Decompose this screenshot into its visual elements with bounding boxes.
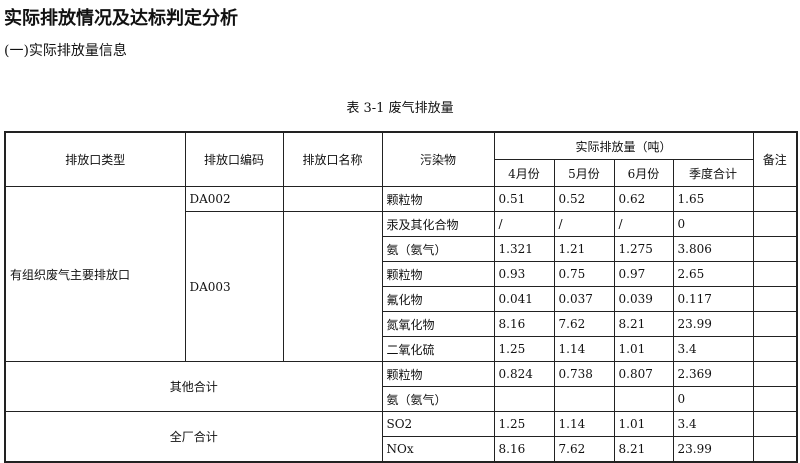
month-value-cell: 0.807 xyxy=(613,361,674,387)
month-value-cell: 0.039 xyxy=(613,286,674,312)
header-actual: 实际排放量（吨） xyxy=(493,131,754,160)
month-value-cell: 1.25 xyxy=(493,336,555,362)
month-value-cell: 1.25 xyxy=(493,411,555,437)
note-cell xyxy=(752,361,798,387)
quarter-total-cell: 0 xyxy=(672,386,754,412)
table-row: 有组织废气主要排放口 DA002 颗粒物 0.51 0.52 0.62 1.65 xyxy=(4,186,798,362)
month-value-cell: 8.16 xyxy=(493,436,555,463)
note-cell xyxy=(752,386,798,412)
pollutant-cell: 二氧化硫 xyxy=(381,336,495,362)
outlet-name-cell xyxy=(282,186,383,212)
section-title: 实际排放情况及达标判定分析 xyxy=(4,8,238,29)
table-row: 全厂合计 SO2 1.25 1.14 1.01 3.4 xyxy=(4,411,798,463)
month-value-cell: 0.75 xyxy=(553,261,615,287)
header-name: 排放口名称 xyxy=(282,131,383,187)
header-pollutant: 污染物 xyxy=(381,131,495,187)
month-value-cell: 1.14 xyxy=(553,411,615,437)
emission-table: 排放口类型 排放口编码 排放口名称 污染物 实际排放量（吨） 备注 4月份 5月… xyxy=(4,131,798,463)
quarter-total-cell: 23.99 xyxy=(672,436,754,463)
outlet-code-cell: DA002 xyxy=(184,186,284,212)
outlet-code-cell: DA003 xyxy=(184,211,284,362)
pollutant-cell: 汞及其化合物 xyxy=(381,211,495,237)
plant-total-cell: 全厂合计 xyxy=(4,411,383,463)
header-month: 4月份 xyxy=(493,159,555,187)
month-value-cell: 0.97 xyxy=(613,261,674,287)
header-quarter-total: 季度合计 xyxy=(672,159,754,187)
pollutant-cell: 氨（氨气） xyxy=(381,386,495,412)
pollutant-cell: 颗粒物 xyxy=(381,261,495,287)
header-note: 备注 xyxy=(752,131,798,187)
month-value-cell: 7.62 xyxy=(553,436,615,463)
outlet-name-cell xyxy=(282,211,383,362)
table-caption: 表 3-1 废气排放量 xyxy=(346,101,454,116)
pollutant-cell: NOx xyxy=(381,436,495,463)
month-value-cell: 1.01 xyxy=(613,336,674,362)
month-value-cell xyxy=(613,386,674,412)
pollutant-cell: 氨（氨气） xyxy=(381,236,495,262)
month-value-cell: 0.037 xyxy=(553,286,615,312)
pollutant-cell: 氮氧化物 xyxy=(381,311,495,337)
month-value-cell: 8.21 xyxy=(613,311,674,337)
month-value-cell: 0.824 xyxy=(493,361,555,387)
subsection-title: (一)实际排放量信息 xyxy=(4,43,127,59)
month-value-cell: 1.14 xyxy=(553,336,615,362)
month-value-cell: 1.321 xyxy=(493,236,555,262)
month-value-cell: 7.62 xyxy=(553,311,615,337)
quarter-total-cell: 3.806 xyxy=(672,236,754,262)
month-value-cell: 8.21 xyxy=(613,436,674,463)
note-cell xyxy=(752,336,798,362)
header-month: 5月份 xyxy=(553,159,615,187)
quarter-total-cell: 0.117 xyxy=(672,286,754,312)
note-cell xyxy=(752,236,798,262)
month-value-cell: 1.21 xyxy=(553,236,615,262)
month-value-cell xyxy=(553,386,615,412)
note-cell xyxy=(752,286,798,312)
outlet-type-cell: 有组织废气主要排放口 xyxy=(4,186,186,362)
month-value-cell: / xyxy=(613,211,674,237)
pollutant-cell: 氟化物 xyxy=(381,286,495,312)
table-row: 氟化物 0.041 0.037 0.039 0.117 xyxy=(5,286,798,312)
quarter-total-cell: 23.99 xyxy=(672,311,754,337)
pollutant-cell: SO2 xyxy=(381,411,495,437)
month-value-cell: / xyxy=(493,211,555,237)
note-cell xyxy=(752,311,798,337)
table-row: 氨（氨气） 0 xyxy=(5,386,798,412)
quarter-total-cell: 1.65 xyxy=(672,186,754,212)
note-cell xyxy=(752,411,798,437)
quarter-total-cell: 2.369 xyxy=(672,361,754,387)
pollutant-cell: 颗粒物 xyxy=(381,361,495,387)
quarter-total-cell: 3.4 xyxy=(672,336,754,362)
month-value-cell xyxy=(493,386,555,412)
pollutant-cell: 颗粒物 xyxy=(381,186,495,212)
note-cell xyxy=(752,186,798,212)
note-cell xyxy=(752,436,798,463)
month-value-cell: 0.041 xyxy=(493,286,555,312)
quarter-total-cell: 3.4 xyxy=(672,411,754,437)
month-value-cell: 1.275 xyxy=(613,236,674,262)
other-total-cell: 其他合计 xyxy=(4,361,383,412)
table-row: 氮氧化物 8.16 7.62 8.21 23.99 xyxy=(5,311,798,337)
month-value-cell: 1.01 xyxy=(613,411,674,437)
header-month: 6月份 xyxy=(613,159,674,187)
quarter-total-cell: 0 xyxy=(672,211,754,237)
table-row: 氨（氨气） 1.321 1.21 1.275 3.806 xyxy=(5,236,798,262)
month-value-cell: 0.93 xyxy=(493,261,555,287)
month-value-cell: / xyxy=(553,211,615,237)
header-code: 排放口编码 xyxy=(184,131,284,187)
month-value-cell: 0.52 xyxy=(553,186,615,212)
month-value-cell: 8.16 xyxy=(493,311,555,337)
quarter-total-cell: 2.65 xyxy=(672,261,754,287)
month-value-cell: 0.738 xyxy=(553,361,615,387)
month-value-cell: 0.51 xyxy=(493,186,555,212)
note-cell xyxy=(752,261,798,287)
note-cell xyxy=(752,211,798,237)
table-row: 其他合计 颗粒物 0.824 0.738 0.807 2.369 xyxy=(4,361,798,412)
header-type: 排放口类型 xyxy=(4,131,186,187)
month-value-cell: 0.62 xyxy=(613,186,674,212)
